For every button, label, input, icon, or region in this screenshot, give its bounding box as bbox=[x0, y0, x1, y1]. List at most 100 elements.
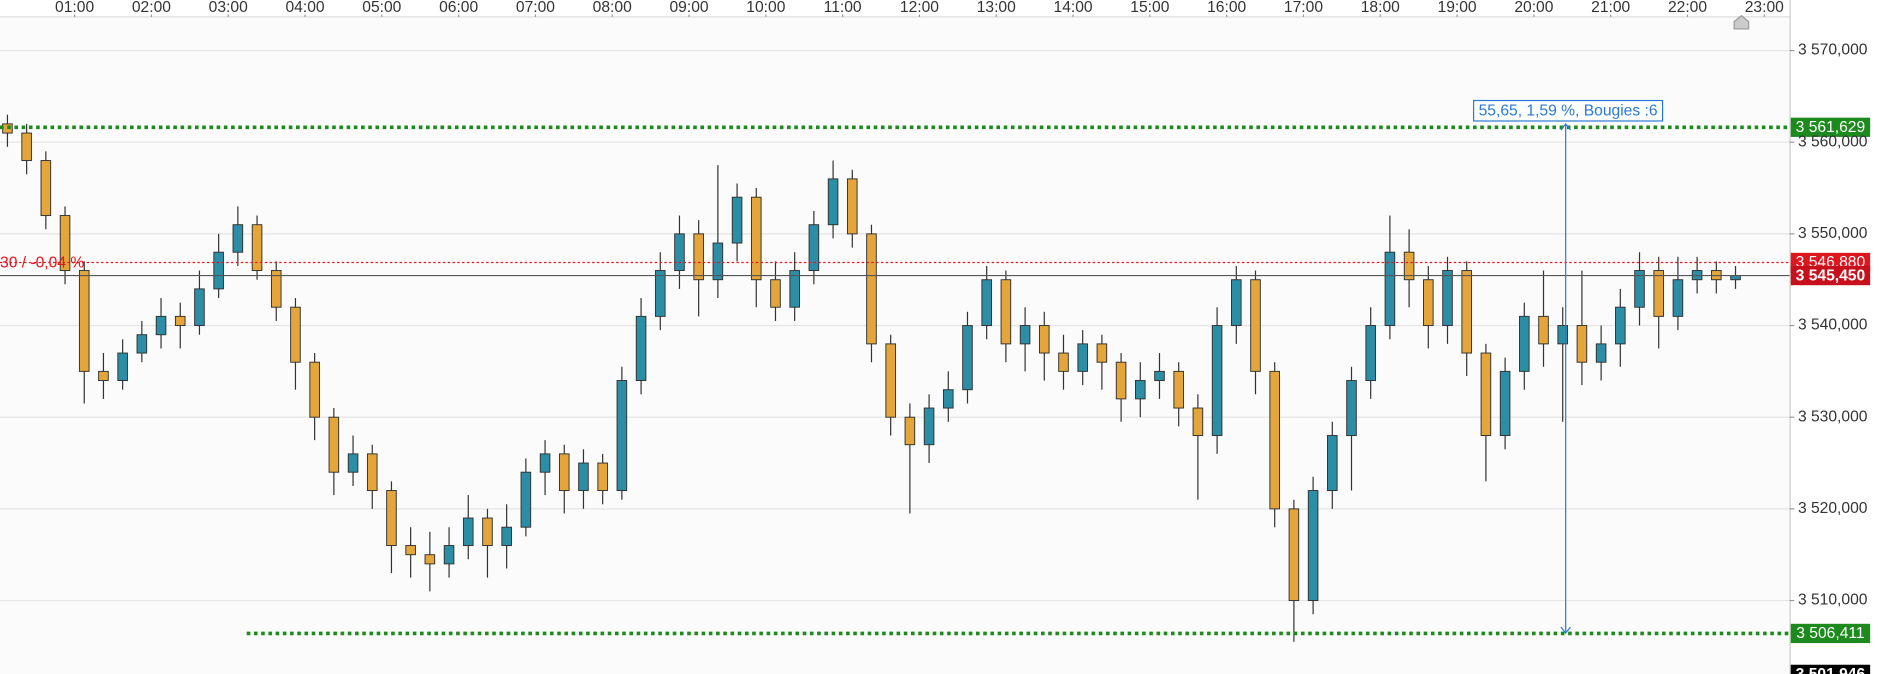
candle-body bbox=[1519, 315, 1530, 372]
candle-body bbox=[1653, 270, 1665, 317]
candle-body bbox=[1327, 435, 1338, 492]
candle-body bbox=[1634, 270, 1645, 308]
candle-body bbox=[520, 471, 532, 528]
x-tick-label: 06:00 bbox=[439, 0, 478, 16]
x-tick-label: 16:00 bbox=[1207, 0, 1246, 16]
candle-body bbox=[1154, 370, 1165, 382]
candle-body bbox=[1595, 343, 1607, 363]
y-tick-label: 3 540,000 bbox=[1798, 317, 1868, 334]
x-tick-label: 13:00 bbox=[977, 0, 1016, 16]
x-tick-label: 15:00 bbox=[1130, 0, 1169, 16]
candle-body bbox=[443, 545, 455, 565]
x-tick-label: 07:00 bbox=[516, 0, 555, 16]
candle-body bbox=[558, 453, 570, 492]
y-tick-label: 3 520,000 bbox=[1798, 500, 1868, 517]
candle-body bbox=[981, 279, 992, 327]
candle-body bbox=[923, 407, 935, 446]
candle-body bbox=[174, 315, 186, 327]
level-label: 3 501,946 bbox=[1796, 666, 1866, 674]
candle-body bbox=[1442, 270, 1453, 327]
y-tick-label: 3 550,000 bbox=[1798, 225, 1868, 242]
x-tick-label: 11:00 bbox=[824, 0, 862, 16]
candle-body bbox=[482, 517, 493, 547]
candle-body bbox=[1403, 251, 1415, 281]
candle-body bbox=[328, 416, 340, 473]
x-tick-label: 08:00 bbox=[593, 0, 632, 16]
level-label: 3 561,629 bbox=[1796, 119, 1866, 136]
x-tick-label: 14:00 bbox=[1054, 0, 1093, 16]
candle-body bbox=[366, 453, 378, 492]
candle-body bbox=[1096, 343, 1108, 363]
candle-body bbox=[827, 178, 839, 226]
candle-body bbox=[885, 343, 896, 418]
candle-body bbox=[1250, 279, 1261, 372]
y-tick-label: 3 510,000 bbox=[1798, 592, 1868, 609]
candle-body bbox=[616, 380, 628, 492]
candle-body bbox=[1288, 508, 1300, 602]
candle-body bbox=[1499, 370, 1511, 437]
candle-body bbox=[155, 315, 167, 336]
candle-body bbox=[1134, 380, 1146, 400]
candle-body bbox=[1672, 279, 1684, 317]
candle-body bbox=[136, 334, 148, 354]
candle-body bbox=[1307, 490, 1319, 602]
candle-body bbox=[578, 462, 589, 492]
candle-body bbox=[1231, 279, 1242, 327]
candle-body bbox=[1384, 251, 1396, 327]
candle-body bbox=[866, 233, 877, 345]
candle-body bbox=[1192, 407, 1204, 437]
candle-body bbox=[1461, 270, 1473, 354]
candle-body bbox=[750, 196, 762, 281]
y-tick-label: 3 570,000 bbox=[1798, 42, 1868, 59]
candle-body bbox=[789, 270, 800, 308]
candle-body bbox=[424, 554, 436, 565]
candle-body bbox=[405, 545, 416, 556]
candle-body bbox=[21, 132, 32, 162]
y-tick-label: 3 560,000 bbox=[1798, 133, 1868, 150]
candle-body bbox=[674, 233, 685, 272]
level-label-box bbox=[1790, 664, 1871, 674]
candle-body bbox=[213, 251, 224, 290]
candle-body bbox=[462, 517, 474, 547]
candle-body bbox=[1538, 315, 1549, 345]
measure-arrows bbox=[1560, 123, 1571, 635]
candle-body bbox=[1480, 352, 1492, 437]
candle-body bbox=[59, 215, 71, 272]
candle-body bbox=[962, 325, 973, 391]
home-icon[interactable] bbox=[1733, 14, 1750, 30]
candle-body bbox=[1211, 325, 1223, 437]
x-tick-label: 20:00 bbox=[1514, 0, 1553, 16]
x-tick-label: 19:00 bbox=[1438, 0, 1477, 16]
candle-body bbox=[1576, 325, 1588, 363]
candle-body bbox=[693, 233, 704, 281]
candle-body bbox=[270, 270, 282, 308]
candle-body bbox=[1038, 325, 1050, 354]
y-tick-label: 3 530,000 bbox=[1798, 408, 1868, 425]
candle-body bbox=[194, 288, 205, 327]
candle-body bbox=[1077, 343, 1088, 372]
candle-body bbox=[386, 490, 397, 547]
x-tick-label: 21:00 bbox=[1591, 0, 1630, 16]
candle-body bbox=[808, 224, 820, 272]
candle-body bbox=[1557, 325, 1569, 345]
level-label: 3 506,411 bbox=[1796, 625, 1864, 642]
candle-body bbox=[635, 315, 647, 382]
level-label-box bbox=[1790, 117, 1871, 137]
x-tick-label: 04:00 bbox=[285, 0, 324, 16]
x-tick-label: 12:00 bbox=[900, 0, 939, 16]
x-tick-label: 18:00 bbox=[1361, 0, 1400, 16]
candle-body bbox=[40, 160, 52, 217]
x-tick-label: 22:00 bbox=[1668, 0, 1707, 16]
candles bbox=[2, 114, 1741, 642]
x-tick-label: 23:00 bbox=[1745, 0, 1784, 16]
candle-body bbox=[309, 361, 320, 418]
candle-body bbox=[117, 352, 128, 382]
level-label-box bbox=[1790, 623, 1871, 644]
candle-body bbox=[654, 270, 666, 317]
x-tick-label: 10:00 bbox=[746, 0, 785, 16]
x-axis-band bbox=[0, 0, 1790, 17]
x-tick-label: 09:00 bbox=[669, 0, 708, 16]
candle-body bbox=[98, 370, 109, 382]
